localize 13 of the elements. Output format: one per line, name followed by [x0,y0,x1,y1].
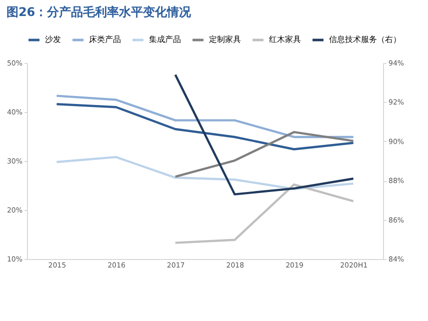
line-series [56,103,354,150]
legend-label: 集成产品 [149,35,181,44]
line-series [56,94,354,138]
legend-label: 床类产品 [89,35,121,44]
legend-label: 信息技术服务（右） [329,35,401,44]
line-series [174,130,354,178]
line-series [174,74,354,196]
legend-label: 红木家具 [269,35,301,44]
line-series [174,183,354,244]
line-series [56,156,354,190]
legend-label: 定制家具 [209,35,241,44]
legend-label: 沙发 [45,35,61,44]
chart-title: 图26：分产品毛利率水平变化情况 [6,5,192,19]
